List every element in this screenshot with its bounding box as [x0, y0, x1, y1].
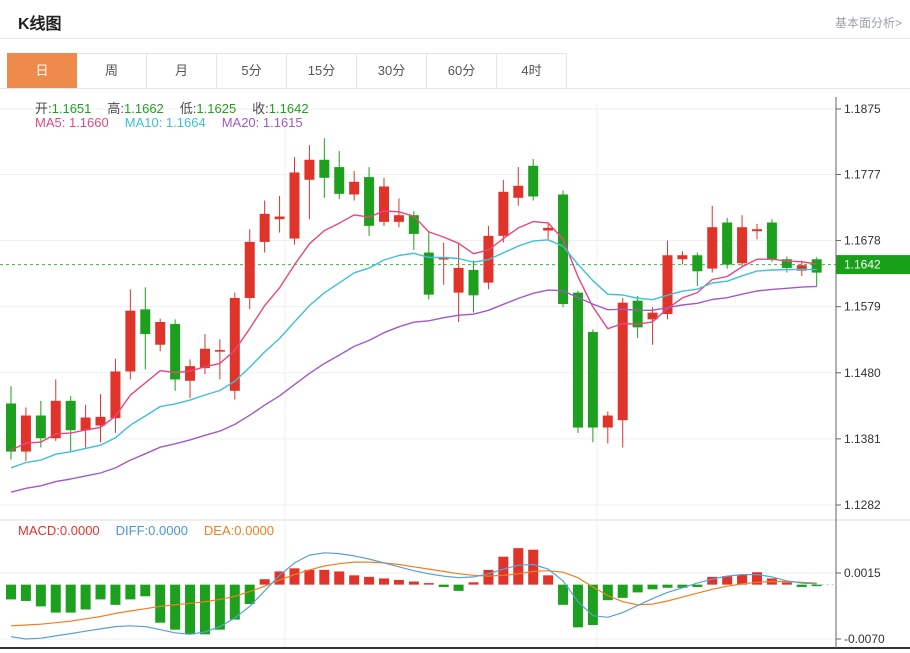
- tab-period-6[interactable]: 30分: [357, 53, 427, 88]
- period-tabbar: 日周月 5分 15分 30分 60分 4时: [7, 53, 910, 88]
- tab-period-1[interactable]: 日: [7, 53, 77, 88]
- tab-period-2[interactable]: 周: [77, 53, 147, 88]
- grid-lines: [0, 105, 836, 648]
- y-axis: 1.1875 1.1777 1.1678 1.1579 1.1480 1.1381 1.12…: [835, 97, 885, 648]
- axis-tick-label: 1.1579: [844, 300, 881, 314]
- ma10-line: [10, 239, 817, 469]
- ma20-line: [10, 285, 817, 493]
- legend-pair: DEA:0.0000: [203, 523, 275, 538]
- axis-tick-label: 1.1777: [844, 167, 881, 181]
- legend-pair: DIFF:0.0000: [115, 523, 188, 538]
- ohlc-legend: 开:1.1651 高:1.1662 低:1.1625 收:1.1642: [35, 98, 325, 117]
- legend-pair: MA20: 1.1615: [221, 115, 303, 130]
- tab-period-5[interactable]: 15分: [287, 53, 357, 88]
- dea-line: [10, 561, 817, 627]
- tab-period-7[interactable]: 60分: [427, 53, 497, 88]
- header: K线图 基本面分析>: [0, 0, 910, 39]
- axis-tick-label: 1.1480: [844, 366, 881, 380]
- tab-period-3[interactable]: 月: [147, 53, 217, 88]
- tab-period-4[interactable]: 5分: [217, 53, 287, 88]
- macd-legend: MACD:0.0000 DIFF:0.0000 DEA:0.0000: [18, 523, 290, 538]
- axis-tick-label: 1.1875: [844, 102, 881, 116]
- axis-tick-label: 1.1381: [844, 432, 881, 446]
- kline-chart-canvas[interactable]: 1.1875 1.1777 1.1678 1.1579 1.1480 1.1381 1.12…: [0, 89, 910, 653]
- legend-pair: 低:1.1625: [179, 101, 237, 116]
- current-price-value: 1.1642: [844, 258, 881, 272]
- chart-area: 开:1.1651 高:1.1662 低:1.1625 收:1.1642 MA5: 1.…: [0, 89, 910, 653]
- page-title: K线图: [18, 16, 62, 33]
- tab-period-8[interactable]: 4时: [497, 53, 567, 88]
- legend-pair: MACD:0.0000: [18, 523, 100, 538]
- macd-histogram: [6, 548, 822, 635]
- ma-legend: MA5: 1.1660 MA10: 1.1664 MA20: 1.1615: [35, 115, 319, 130]
- fundamental-analysis-link[interactable]: 基本面分析>: [834, 16, 902, 30]
- period-tabbar-wrap: 日周月 5分 15分 30分 60分 4时: [0, 53, 910, 89]
- diff-line: [10, 552, 817, 640]
- axis-tick-label: 0.0015: [844, 566, 881, 580]
- current-price-badge: 1.1642: [836, 255, 910, 275]
- axis-tick-label: 1.1282: [844, 498, 881, 512]
- legend-pair: 收:1.1642: [252, 101, 309, 116]
- ma5-line: [10, 210, 817, 451]
- legend-pair: 高:1.1662: [107, 101, 164, 116]
- legend-pair: 开:1.1651: [35, 101, 92, 116]
- legend-pair: MA5: 1.1660: [35, 115, 109, 130]
- candles: [6, 138, 822, 461]
- axis-tick-label: -0.0070: [844, 632, 885, 646]
- legend-pair: MA10: 1.1664: [124, 115, 206, 130]
- axis-tick-label: 1.1678: [844, 234, 881, 248]
